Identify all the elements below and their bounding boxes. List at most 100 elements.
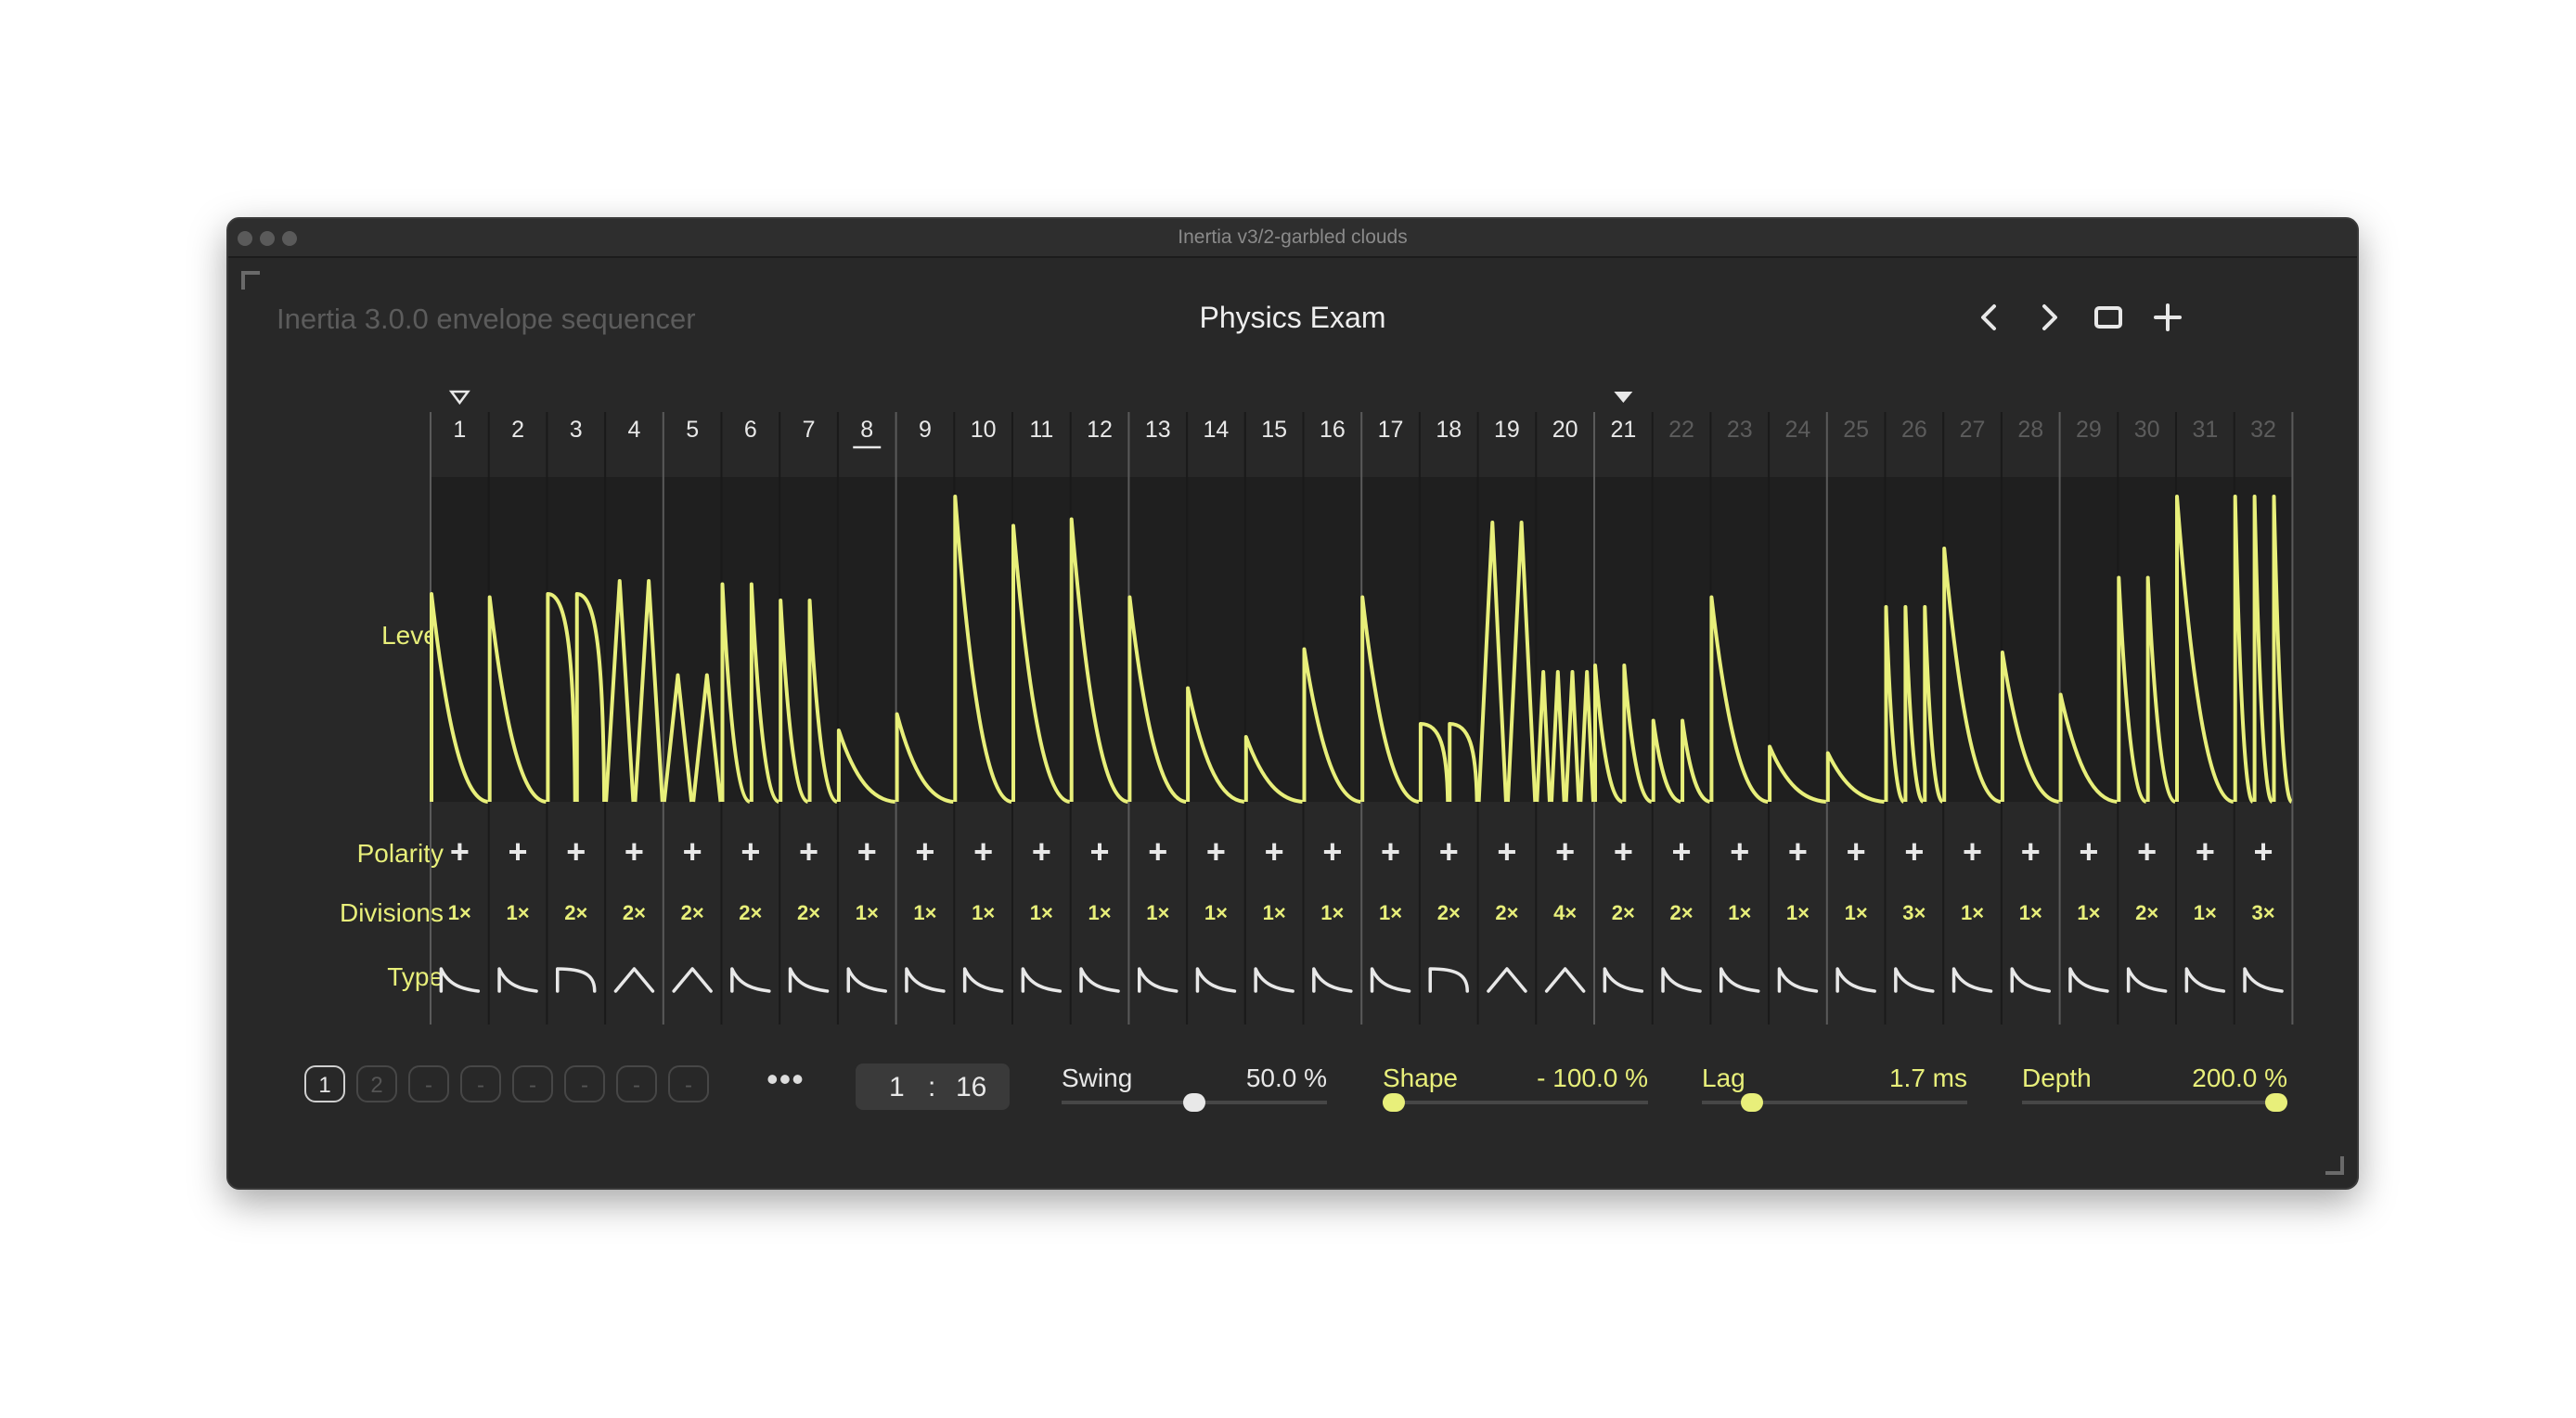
divisions-value[interactable]: 1×: [1030, 901, 1053, 924]
divisions-value[interactable]: 2×: [2135, 901, 2158, 924]
polarity-toggle[interactable]: +: [2196, 832, 2215, 870]
envelope-curve[interactable]: [1476, 521, 1508, 803]
envelope-type-icon[interactable]: [497, 967, 538, 993]
step-number[interactable]: 31: [2192, 417, 2218, 443]
envelope-curve[interactable]: [1418, 722, 1450, 803]
step-number[interactable]: 24: [1785, 417, 1811, 443]
step-number[interactable]: 11: [1029, 417, 1053, 443]
envelope-curve[interactable]: [1923, 605, 1944, 804]
polarity-toggle[interactable]: +: [1206, 832, 1226, 870]
envelope-curve[interactable]: [2252, 495, 2273, 804]
polarity-toggle[interactable]: +: [799, 832, 818, 870]
polarity-toggle[interactable]: +: [683, 832, 702, 870]
slider-thumb-shape[interactable]: [1383, 1093, 1405, 1112]
polarity-toggle[interactable]: +: [1439, 832, 1459, 870]
step-number[interactable]: 19: [1494, 417, 1520, 443]
envelope-curve[interactable]: [2272, 495, 2293, 804]
pattern-slot-button[interactable]: -: [460, 1065, 501, 1102]
window-mode-button[interactable]: [2084, 293, 2132, 342]
divisions-value[interactable]: 4×: [1553, 901, 1577, 924]
step-number[interactable]: 2: [511, 417, 524, 443]
envelope-type-icon[interactable]: [2126, 967, 2168, 993]
envelope-curve[interactable]: [1186, 686, 1245, 804]
divisions-value[interactable]: 1×: [1728, 901, 1751, 924]
envelope-curve[interactable]: [1011, 523, 1071, 804]
polarity-toggle[interactable]: +: [2079, 832, 2098, 870]
envelope-type-icon[interactable]: [1835, 967, 1876, 993]
envelope-type-icon[interactable]: [730, 967, 771, 993]
envelope-curve[interactable]: [1825, 751, 1885, 804]
envelope-type-icon[interactable]: [613, 967, 655, 993]
envelope-type-icon[interactable]: [1603, 967, 1644, 993]
pattern-slot-button[interactable]: -: [668, 1065, 709, 1102]
step-number[interactable]: 15: [1261, 417, 1287, 443]
step-number[interactable]: 30: [2134, 417, 2160, 443]
step-number[interactable]: 13: [1145, 417, 1171, 443]
envelope-type-icon[interactable]: [1777, 967, 1819, 993]
divisions-value[interactable]: 3×: [1902, 901, 1926, 924]
envelope-curve[interactable]: [487, 595, 547, 804]
slider-track-shape[interactable]: [1383, 1101, 1648, 1104]
envelope-curve[interactable]: [691, 673, 723, 803]
envelope-type-icon[interactable]: [672, 967, 713, 993]
envelope-curve[interactable]: [1709, 595, 1769, 804]
pattern-slot-button[interactable]: -: [512, 1065, 553, 1102]
envelope-curve[interactable]: [807, 599, 838, 804]
slider-thumb-lag[interactable]: [1740, 1093, 1763, 1112]
polarity-toggle[interactable]: +: [566, 832, 586, 870]
more-options-button[interactable]: •••: [766, 1060, 805, 1098]
step-number[interactable]: 28: [2017, 417, 2043, 443]
envelope-curve[interactable]: [1903, 605, 1925, 804]
envelope-type-icon[interactable]: [439, 967, 481, 993]
envelope-curve[interactable]: [546, 592, 577, 803]
divisions-value[interactable]: 2×: [1612, 901, 1635, 924]
envelope-type-icon[interactable]: [1195, 967, 1237, 993]
polarity-toggle[interactable]: +: [1963, 832, 1982, 870]
envelope-curve[interactable]: [2000, 651, 2059, 804]
envelope-curve[interactable]: [749, 582, 780, 804]
divisions-value[interactable]: 1×: [1961, 901, 1984, 924]
envelope-type-icon[interactable]: [1719, 967, 1760, 993]
divisions-value[interactable]: 1×: [913, 901, 936, 924]
polarity-toggle[interactable]: +: [1322, 832, 1342, 870]
envelope-curve[interactable]: [895, 712, 954, 804]
polarity-toggle[interactable]: +: [509, 832, 528, 870]
divisions-value[interactable]: 2×: [564, 901, 587, 924]
envelope-curve[interactable]: [1651, 718, 1681, 804]
envelope-curve[interactable]: [1593, 664, 1624, 804]
polarity-toggle[interactable]: +: [1847, 832, 1866, 870]
divisions-value[interactable]: 2×: [623, 901, 646, 924]
zoom-window-button[interactable]: [282, 231, 297, 246]
param-value-shape[interactable]: - 100.0 %: [1537, 1064, 1648, 1092]
polarity-toggle[interactable]: +: [1730, 832, 1749, 870]
envelope-type-icon[interactable]: [556, 967, 597, 993]
polarity-toggle[interactable]: +: [625, 832, 644, 870]
polarity-toggle[interactable]: +: [1788, 832, 1808, 870]
divisions-value[interactable]: 1×: [856, 901, 879, 924]
polarity-toggle[interactable]: +: [1614, 832, 1633, 870]
next-patch-button[interactable]: [2025, 293, 2073, 342]
slider-thumb-depth[interactable]: [2265, 1093, 2287, 1112]
step-number[interactable]: 8: [860, 417, 873, 443]
envelope-type-icon[interactable]: [788, 967, 830, 993]
divisions-value[interactable]: 1×: [1088, 901, 1112, 924]
envelope-type-icon[interactable]: [1661, 967, 1702, 993]
step-number[interactable]: 29: [2076, 417, 2102, 443]
polarity-toggle[interactable]: +: [1904, 832, 1924, 870]
envelope-type-icon[interactable]: [1544, 967, 1586, 993]
loop-end-marker-icon[interactable]: [1614, 392, 1633, 403]
step-number[interactable]: 18: [1436, 417, 1462, 443]
envelope-type-icon[interactable]: [1370, 967, 1411, 993]
envelope-curve[interactable]: [2233, 495, 2254, 804]
loop-start-marker-icon[interactable]: [448, 390, 470, 406]
slider-thumb-swing[interactable]: [1183, 1093, 1205, 1112]
polarity-toggle[interactable]: +: [1032, 832, 1051, 870]
step-number[interactable]: 25: [1843, 417, 1869, 443]
polarity-toggle[interactable]: +: [1265, 832, 1284, 870]
divisions-value[interactable]: 1×: [448, 901, 471, 924]
envelope-curve[interactable]: [1243, 735, 1303, 804]
add-patch-button[interactable]: [2144, 293, 2192, 342]
envelope-curve[interactable]: [662, 673, 694, 803]
envelope-curve[interactable]: [2175, 495, 2235, 804]
step-number[interactable]: 16: [1320, 417, 1346, 443]
